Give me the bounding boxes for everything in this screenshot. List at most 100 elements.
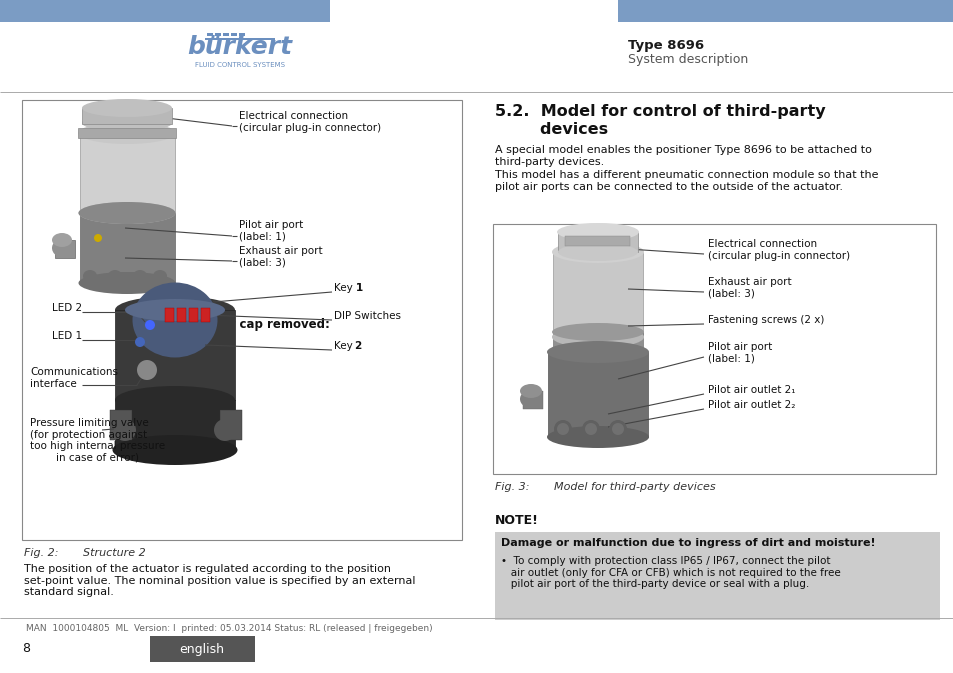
Text: System description: System description	[627, 53, 747, 67]
Ellipse shape	[135, 337, 145, 347]
Ellipse shape	[113, 419, 136, 441]
Ellipse shape	[137, 360, 157, 380]
Text: NOTE!: NOTE!	[495, 514, 538, 527]
Bar	[220, 410, 242, 440]
Ellipse shape	[82, 99, 172, 117]
Text: Pilot air port
(label: 1): Pilot air port (label: 1)	[707, 342, 771, 364]
Ellipse shape	[52, 233, 71, 247]
Text: Pilot air outlet 2₁: Pilot air outlet 2₁	[707, 385, 795, 395]
Bar	[239, 33, 245, 36]
Bar	[618, 0, 953, 22]
Ellipse shape	[546, 426, 648, 448]
Bar	[0, 0, 330, 22]
Text: 5.2.  Model for control of third-party: 5.2. Model for control of third-party	[495, 104, 824, 119]
Bar	[82, 108, 172, 124]
Text: devices: devices	[495, 122, 607, 137]
Text: The position of the actuator is regulated according to the position
set-point va: The position of the actuator is regulate…	[24, 564, 416, 597]
Bar	[493, 224, 935, 474]
Text: Transparent cap removed:: Transparent cap removed:	[154, 318, 329, 331]
Text: DIP Switches: DIP Switches	[334, 311, 400, 321]
Ellipse shape	[152, 270, 167, 282]
Bar	[205, 38, 274, 40]
Bar	[564, 236, 629, 246]
Bar	[553, 332, 642, 352]
Ellipse shape	[552, 343, 643, 361]
Ellipse shape	[78, 202, 175, 224]
Bar	[80, 213, 174, 283]
Text: Type 8696: Type 8696	[627, 38, 703, 52]
Text: Exhaust air port
(label: 3): Exhaust air port (label: 3)	[239, 246, 322, 268]
Text: 2: 2	[354, 341, 361, 351]
Ellipse shape	[115, 296, 234, 324]
Text: english: english	[179, 643, 224, 656]
Ellipse shape	[557, 423, 568, 435]
Ellipse shape	[52, 239, 71, 257]
Bar	[115, 310, 234, 400]
Bar	[547, 352, 647, 437]
Ellipse shape	[519, 390, 541, 408]
Text: 8: 8	[22, 642, 30, 655]
Bar	[55, 240, 75, 258]
Bar	[22, 100, 461, 540]
Text: Key 1: Key 1	[334, 283, 362, 293]
Ellipse shape	[552, 241, 643, 263]
Text: A special model enables the positioner Type 8696 to be attached to
third-party d: A special model enables the positioner T…	[495, 145, 871, 167]
Bar	[214, 33, 221, 36]
Ellipse shape	[519, 384, 541, 398]
Ellipse shape	[132, 270, 147, 282]
Ellipse shape	[78, 122, 175, 144]
Ellipse shape	[213, 419, 235, 441]
Text: 1: 1	[355, 283, 363, 293]
Bar	[177, 308, 186, 322]
Text: Electrical connection
(circular plug-in connector): Electrical connection (circular plug-in …	[239, 111, 381, 133]
Bar	[558, 232, 638, 252]
Ellipse shape	[108, 270, 122, 282]
Bar	[78, 128, 175, 138]
Text: Fig. 3:       Model for third-party devices: Fig. 3: Model for third-party devices	[495, 482, 715, 492]
Ellipse shape	[581, 420, 599, 438]
Ellipse shape	[83, 270, 97, 282]
Bar	[189, 308, 198, 322]
Ellipse shape	[132, 283, 217, 357]
Bar	[231, 33, 236, 36]
Text: Key: Key	[334, 341, 355, 351]
Text: FLUID CONTROL SYSTEMS: FLUID CONTROL SYSTEMS	[194, 62, 285, 68]
Bar	[115, 400, 234, 450]
Text: Damage or malfunction due to ingress of dirt and moisture!: Damage or malfunction due to ingress of …	[500, 538, 875, 548]
Ellipse shape	[145, 320, 154, 330]
Text: This model has a different pneumatic connection module so that the
pilot air por: This model has a different pneumatic con…	[495, 170, 878, 192]
Bar	[553, 252, 642, 337]
Ellipse shape	[82, 114, 172, 132]
Text: •  To comply with protection class IP65 / IP67, connect the pilot
   air outlet : • To comply with protection class IP65 /…	[500, 556, 840, 589]
Text: Electrical connection
(circular plug-in connector): Electrical connection (circular plug-in …	[707, 239, 849, 261]
Ellipse shape	[584, 423, 597, 435]
Text: MAN  1000104805  ML  Version: I  printed: 05.03.2014 Status: RL (released | frei: MAN 1000104805 ML Version: I printed: 05…	[26, 624, 432, 633]
Ellipse shape	[125, 299, 225, 321]
Text: LED 1: LED 1	[52, 331, 82, 341]
Bar	[207, 33, 213, 36]
Ellipse shape	[112, 435, 237, 465]
Ellipse shape	[612, 423, 623, 435]
Bar	[165, 308, 173, 322]
Ellipse shape	[557, 223, 639, 241]
Ellipse shape	[608, 420, 626, 438]
Ellipse shape	[78, 202, 175, 224]
Bar	[110, 410, 132, 440]
Text: bürkert: bürkert	[187, 35, 293, 59]
Bar	[80, 133, 174, 213]
Text: Pilot air outlet 2₂: Pilot air outlet 2₂	[707, 400, 795, 410]
Text: LED 2: LED 2	[52, 303, 82, 313]
Text: Exhaust air port
(label: 3): Exhaust air port (label: 3)	[707, 277, 791, 299]
Bar	[223, 33, 229, 36]
Ellipse shape	[78, 272, 175, 294]
Ellipse shape	[94, 234, 102, 242]
Bar	[495, 532, 939, 620]
Ellipse shape	[558, 243, 638, 261]
Text: Fastening screws (2 x): Fastening screws (2 x)	[707, 315, 823, 325]
Bar	[522, 391, 542, 409]
Ellipse shape	[115, 386, 234, 414]
Text: Fig. 2:       Structure 2: Fig. 2: Structure 2	[24, 548, 146, 558]
Text: Communications
interface: Communications interface	[30, 367, 118, 389]
Ellipse shape	[552, 326, 643, 348]
Text: Pressure limiting valve
(for protection against
too high internal pressure
     : Pressure limiting valve (for protection …	[30, 418, 165, 463]
